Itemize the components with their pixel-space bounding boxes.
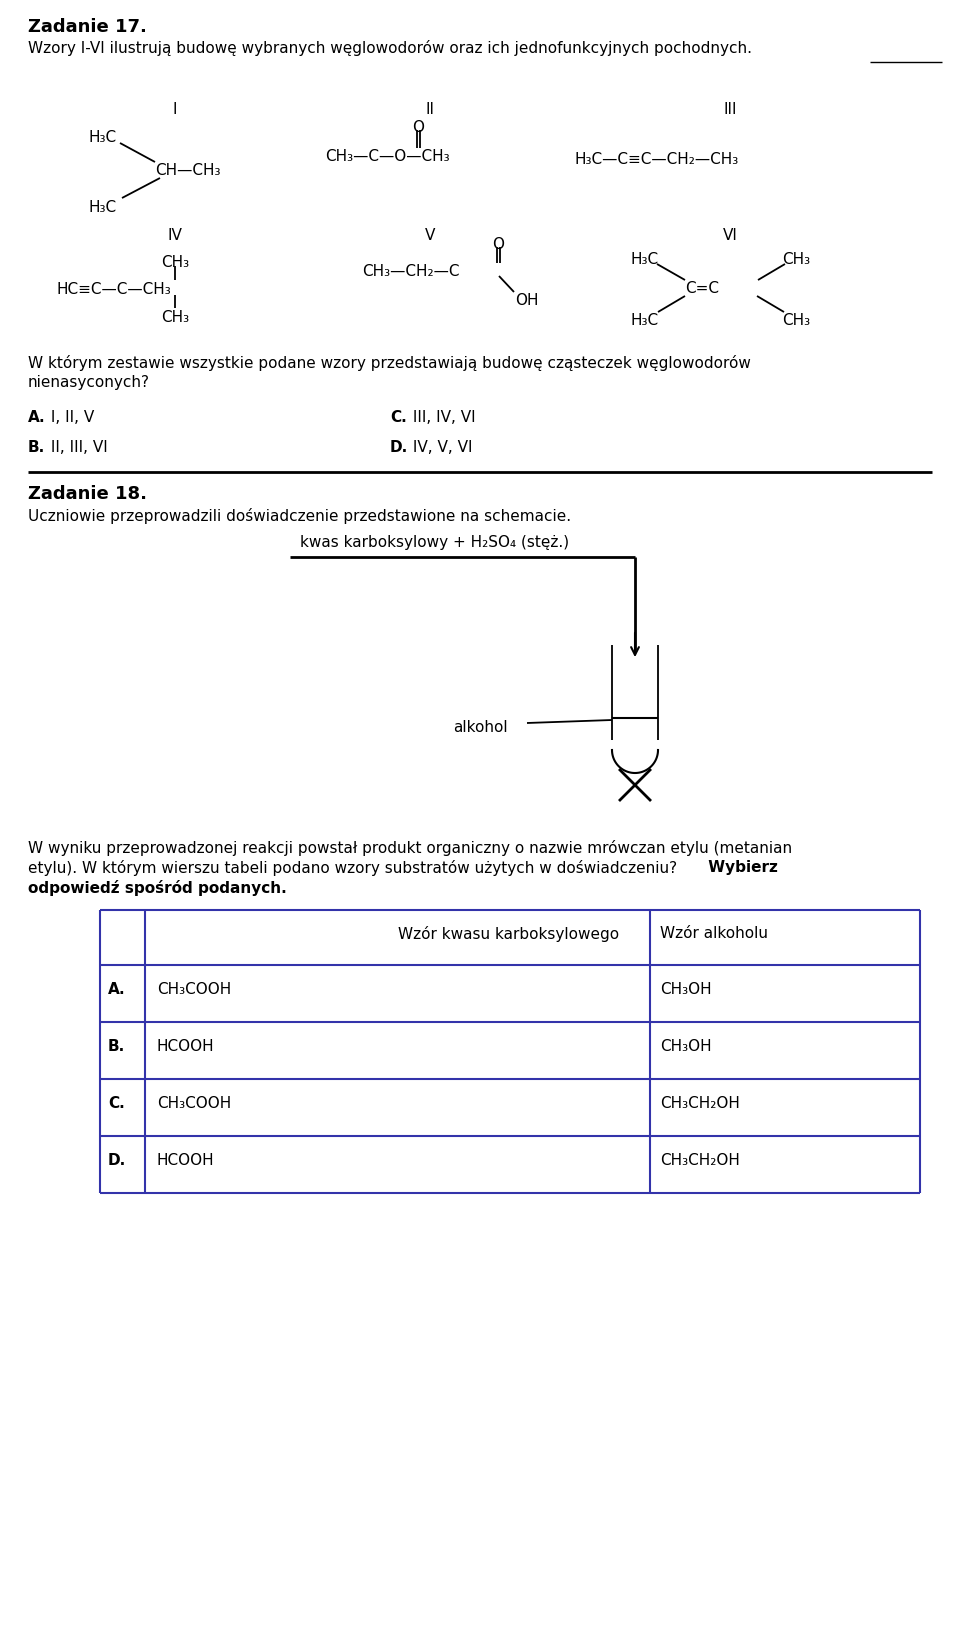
Text: Uczniowie przeprowadzili doświadczenie przedstawione na schemacie.: Uczniowie przeprowadzili doświadczenie p… <box>28 508 571 525</box>
Text: CH₃—C—O—CH₃: CH₃—C—O—CH₃ <box>325 149 449 163</box>
Text: O: O <box>412 119 424 136</box>
Text: etylu). W którym wierszu tabeli podano wzory substratów użytych w doświadczeniu?: etylu). W którym wierszu tabeli podano w… <box>28 859 677 876</box>
Text: CH₃: CH₃ <box>161 255 189 270</box>
Text: C.: C. <box>108 1096 125 1111</box>
Text: CH₃COOH: CH₃COOH <box>157 982 231 997</box>
Text: CH₃COOH: CH₃COOH <box>157 1096 231 1111</box>
Text: HCOOH: HCOOH <box>157 1039 215 1054</box>
Text: W którym zestawie wszystkie podane wzory przedstawiają budowę cząsteczek węglowo: W którym zestawie wszystkie podane wzory… <box>28 355 751 371</box>
Text: CH₃CH₂OH: CH₃CH₂OH <box>660 1096 740 1111</box>
Text: B.: B. <box>28 440 45 454</box>
Text: CH₃OH: CH₃OH <box>660 1039 711 1054</box>
Text: A.: A. <box>28 410 46 425</box>
Text: D.: D. <box>108 1154 127 1168</box>
Text: Wybierz: Wybierz <box>703 859 778 874</box>
Text: CH₃: CH₃ <box>782 252 810 266</box>
Text: II: II <box>425 101 435 118</box>
Text: Wzory I-VI ilustrują budowę wybranych węglowodorów oraz ich jednofunkcyjnych poc: Wzory I-VI ilustrują budowę wybranych wę… <box>28 39 752 56</box>
Text: odpowiedź spośród podanych.: odpowiedź spośród podanych. <box>28 881 287 895</box>
Text: C=C: C=C <box>685 281 719 296</box>
Text: HC≡C—C—CH₃: HC≡C—C—CH₃ <box>57 283 172 297</box>
Text: Zadanie 17.: Zadanie 17. <box>28 18 147 36</box>
Text: H₃C: H₃C <box>630 252 659 266</box>
Text: B.: B. <box>108 1039 125 1054</box>
Text: Wzór kwasu karboksylowego: Wzór kwasu karboksylowego <box>397 925 618 941</box>
Text: alkohol: alkohol <box>453 721 508 735</box>
Text: O: O <box>492 237 504 252</box>
Text: HCOOH: HCOOH <box>157 1154 215 1168</box>
Text: CH₃: CH₃ <box>161 310 189 325</box>
Text: H₃C: H₃C <box>88 131 116 145</box>
Text: CH₃CH₂OH: CH₃CH₂OH <box>660 1154 740 1168</box>
Text: OH: OH <box>515 292 539 307</box>
Text: C.: C. <box>390 410 407 425</box>
Text: H₃C: H₃C <box>88 199 116 216</box>
Text: A.: A. <box>108 982 126 997</box>
Text: H₃C: H₃C <box>630 314 659 328</box>
Text: CH₃: CH₃ <box>782 314 810 328</box>
Text: IV, V, VI: IV, V, VI <box>408 440 472 454</box>
Text: VI: VI <box>723 229 737 243</box>
Text: II, III, VI: II, III, VI <box>46 440 108 454</box>
Text: Wzór alkoholu: Wzór alkoholu <box>660 926 768 941</box>
Text: V: V <box>425 229 435 243</box>
Text: CH—CH₃: CH—CH₃ <box>155 163 221 178</box>
Text: IV: IV <box>168 229 182 243</box>
Text: III: III <box>723 101 736 118</box>
Text: H₃C—C≡C—CH₂—CH₃: H₃C—C≡C—CH₂—CH₃ <box>575 152 739 167</box>
Text: nienasyconych?: nienasyconych? <box>28 374 150 391</box>
Text: III, IV, VI: III, IV, VI <box>408 410 475 425</box>
Text: I: I <box>173 101 178 118</box>
Text: CH₃—CH₂—C: CH₃—CH₂—C <box>362 265 460 279</box>
Text: kwas karboksylowy + H₂SO₄ (stęż.): kwas karboksylowy + H₂SO₄ (stęż.) <box>300 534 569 551</box>
Text: Zadanie 18.: Zadanie 18. <box>28 485 147 503</box>
Text: CH₃OH: CH₃OH <box>660 982 711 997</box>
Text: W wyniku przeprowadzonej reakcji powstał produkt organiczny o nazwie mrówczan et: W wyniku przeprowadzonej reakcji powstał… <box>28 840 792 856</box>
Text: D.: D. <box>390 440 408 454</box>
Text: I, II, V: I, II, V <box>46 410 94 425</box>
